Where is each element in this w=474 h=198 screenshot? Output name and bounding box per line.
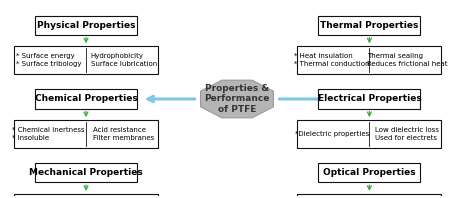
FancyBboxPatch shape	[297, 46, 441, 74]
FancyBboxPatch shape	[14, 120, 158, 148]
FancyBboxPatch shape	[14, 194, 158, 198]
FancyBboxPatch shape	[35, 16, 137, 35]
Text: Thermal sealing
Reduces frictional heat: Thermal sealing Reduces frictional heat	[367, 53, 447, 67]
Text: Electrical Properties: Electrical Properties	[318, 94, 421, 104]
Text: Hydrophobicity
Surface lubrication: Hydrophobicity Surface lubrication	[91, 53, 157, 67]
Text: * Chemical inertness
* Insoluble: * Chemical inertness * Insoluble	[12, 127, 85, 141]
FancyBboxPatch shape	[14, 46, 158, 74]
Polygon shape	[201, 80, 273, 118]
FancyBboxPatch shape	[319, 16, 420, 35]
Text: Physical Properties: Physical Properties	[37, 21, 135, 30]
Text: Low dielectric loss
Used for electrets: Low dielectric loss Used for electrets	[375, 127, 439, 141]
FancyBboxPatch shape	[297, 120, 441, 148]
Text: Optical Properties: Optical Properties	[323, 168, 416, 177]
FancyBboxPatch shape	[297, 194, 441, 198]
FancyBboxPatch shape	[319, 89, 420, 109]
FancyBboxPatch shape	[319, 163, 420, 182]
Text: *Dielectric properties: *Dielectric properties	[295, 131, 369, 137]
Text: Properties &
Performance
of PTFE: Properties & Performance of PTFE	[204, 84, 270, 114]
Text: Thermal Properties: Thermal Properties	[320, 21, 419, 30]
FancyBboxPatch shape	[35, 89, 137, 109]
Text: Chemical Properties: Chemical Properties	[35, 94, 137, 104]
Text: Mechanical Properties: Mechanical Properties	[29, 168, 143, 177]
Text: Acid resistance
Filter membranes: Acid resistance Filter membranes	[93, 127, 154, 141]
FancyBboxPatch shape	[35, 163, 137, 182]
Text: * Heat insulation
* Thermal conduction: * Heat insulation * Thermal conduction	[294, 53, 370, 67]
Text: * Surface energy
* Surface tribology: * Surface energy * Surface tribology	[16, 53, 81, 67]
